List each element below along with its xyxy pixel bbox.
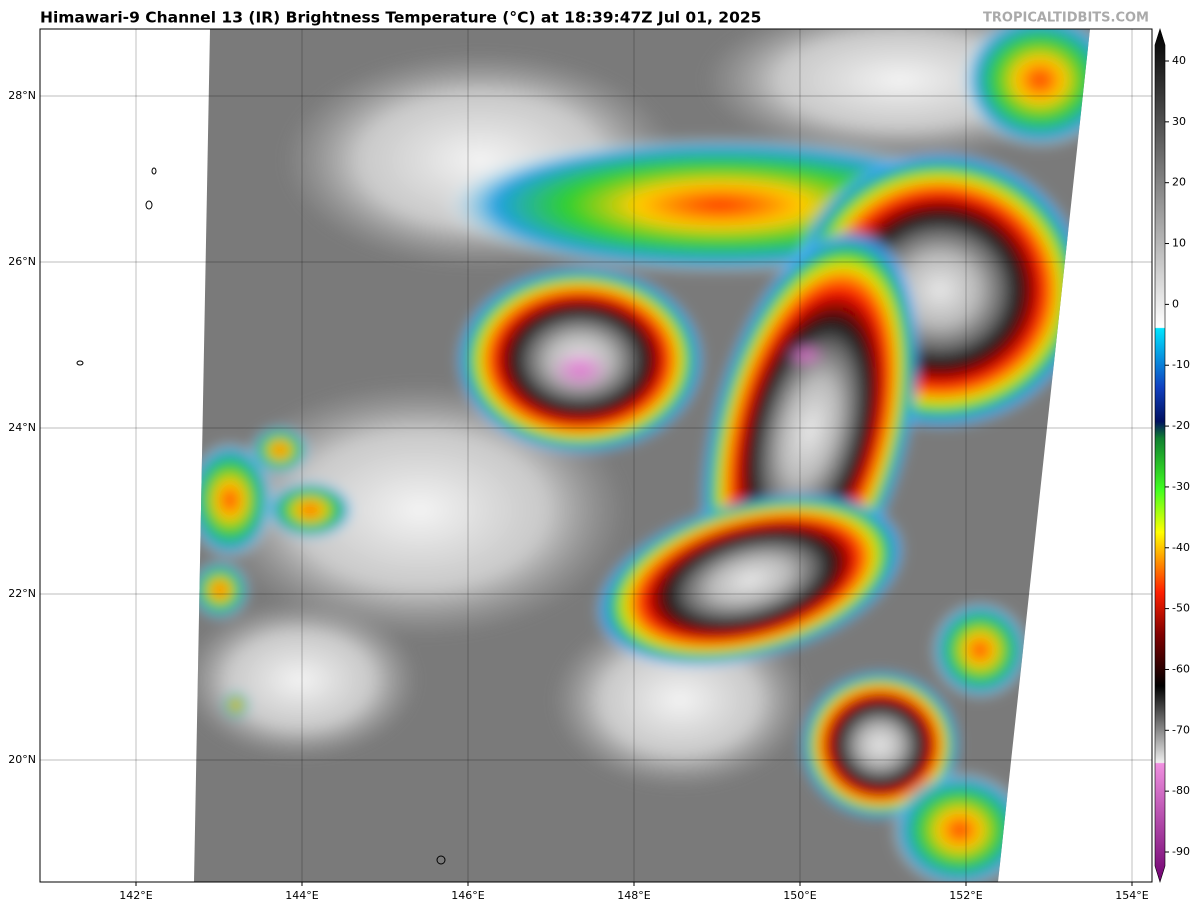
- colorbar-tick-label: -50: [1172, 602, 1190, 615]
- latitude-label: 24°N: [8, 421, 36, 434]
- satellite-imagery: [194, 29, 1090, 882]
- colorbar-tick-label: -80: [1172, 784, 1190, 797]
- latitude-label: 20°N: [8, 753, 36, 766]
- colorbar-tick-label: 10: [1172, 237, 1186, 250]
- colorbar: [1154, 27, 1166, 884]
- longitude-label: 152°E: [949, 889, 982, 902]
- graticule: [40, 29, 1152, 882]
- colorbar-tick-label: -30: [1172, 480, 1190, 493]
- longitude-label: 150°E: [783, 889, 816, 902]
- longitude-label: 146°E: [451, 889, 484, 902]
- colorbar-tick-label: -60: [1172, 662, 1190, 675]
- source-watermark: TROPICALTIDBITS.COM: [983, 11, 1149, 26]
- title: Himawari-9 Channel 13 (IR) Brightness Te…: [40, 9, 761, 27]
- latitude-label: 22°N: [8, 587, 36, 600]
- map-frame: [39, 28, 1153, 883]
- colorbar-tick-label: 30: [1172, 115, 1186, 128]
- colorbar-tick-label: -10: [1172, 358, 1190, 371]
- latitude-label: 26°N: [8, 255, 36, 268]
- coastlines: [76, 167, 446, 865]
- latitude-label: 28°N: [8, 89, 36, 102]
- colorbar-tick-label: -20: [1172, 419, 1190, 432]
- colorbar-tick-label: -40: [1172, 541, 1190, 554]
- colorbar-tick-label: -70: [1172, 723, 1190, 736]
- colorbar-tick-label: -90: [1172, 845, 1190, 858]
- longitude-label: 148°E: [617, 889, 650, 902]
- colorbar-tick-label: 20: [1172, 176, 1186, 189]
- colorbar-tick-label: 0: [1172, 297, 1179, 310]
- longitude-label: 154°E: [1115, 889, 1148, 902]
- longitude-label: 144°E: [285, 889, 318, 902]
- longitude-label: 142°E: [119, 889, 152, 902]
- colorbar-tick-label: 40: [1172, 54, 1186, 67]
